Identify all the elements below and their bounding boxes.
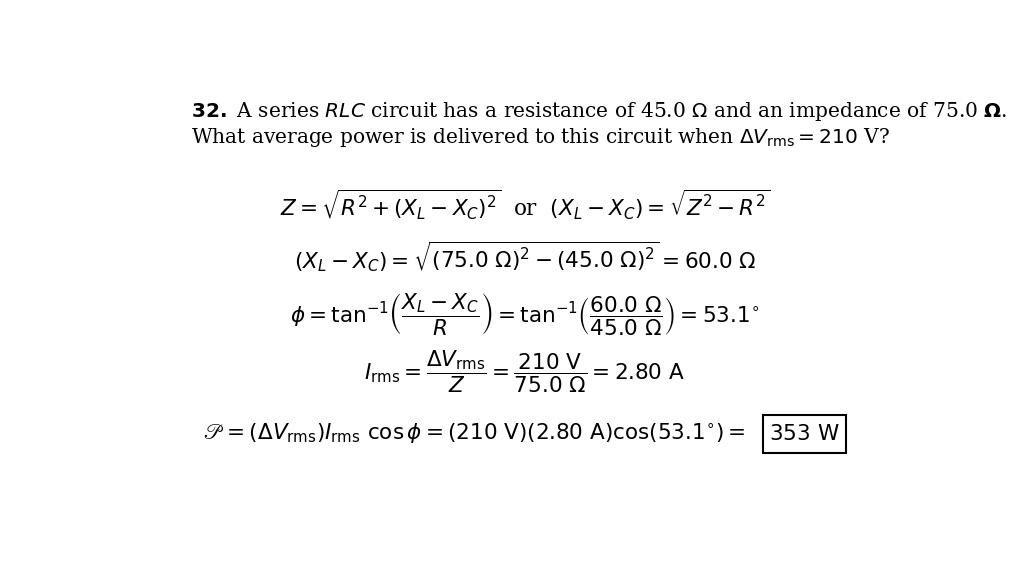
Text: $353\ \mathrm{W}$: $353\ \mathrm{W}$ (769, 423, 840, 445)
Text: What average power is delivered to this circuit when $\Delta V_{\mathrm{rms}} = : What average power is delivered to this … (191, 126, 890, 149)
Text: $\mathscr{P} = (\Delta V_{\mathrm{rms}})I_{\mathrm{rms}}\ \cos\phi = (210\ \math: $\mathscr{P} = (\Delta V_{\mathrm{rms}})… (204, 422, 745, 446)
Text: $Z = \sqrt{R^2 +(X_L - X_C)^2}$  or  $(X_L - X_C)=\sqrt{Z^2 - R^2}$: $Z = \sqrt{R^2 +(X_L - X_C)^2}$ or $(X_L… (280, 187, 770, 222)
Text: $(X_L - X_C) = \sqrt{(75.0\ \Omega)^2-(45.0\ \Omega)^2} = 60.0\ \Omega$: $(X_L - X_C) = \sqrt{(75.0\ \Omega)^2-(4… (294, 239, 756, 274)
Text: $\phi = \tan^{-1}\!\left(\dfrac{X_L - X_C}{R}\right) = \tan^{-1}\!\left(\dfrac{6: $\phi = \tan^{-1}\!\left(\dfrac{X_L - X_… (290, 292, 760, 339)
Text: $I_{\mathrm{rms}} = \dfrac{\Delta V_{\mathrm{rms}}}{Z} = \dfrac{210\ \mathrm{V}}: $I_{\mathrm{rms}} = \dfrac{\Delta V_{\ma… (365, 348, 685, 395)
FancyBboxPatch shape (763, 415, 846, 453)
Text: $\mathbf{32.}$ A series $\mathit{RLC}$ circuit has a resistance of 45.0 $\Omega$: $\mathbf{32.}$ A series $\mathit{RLC}$ c… (191, 100, 1008, 123)
